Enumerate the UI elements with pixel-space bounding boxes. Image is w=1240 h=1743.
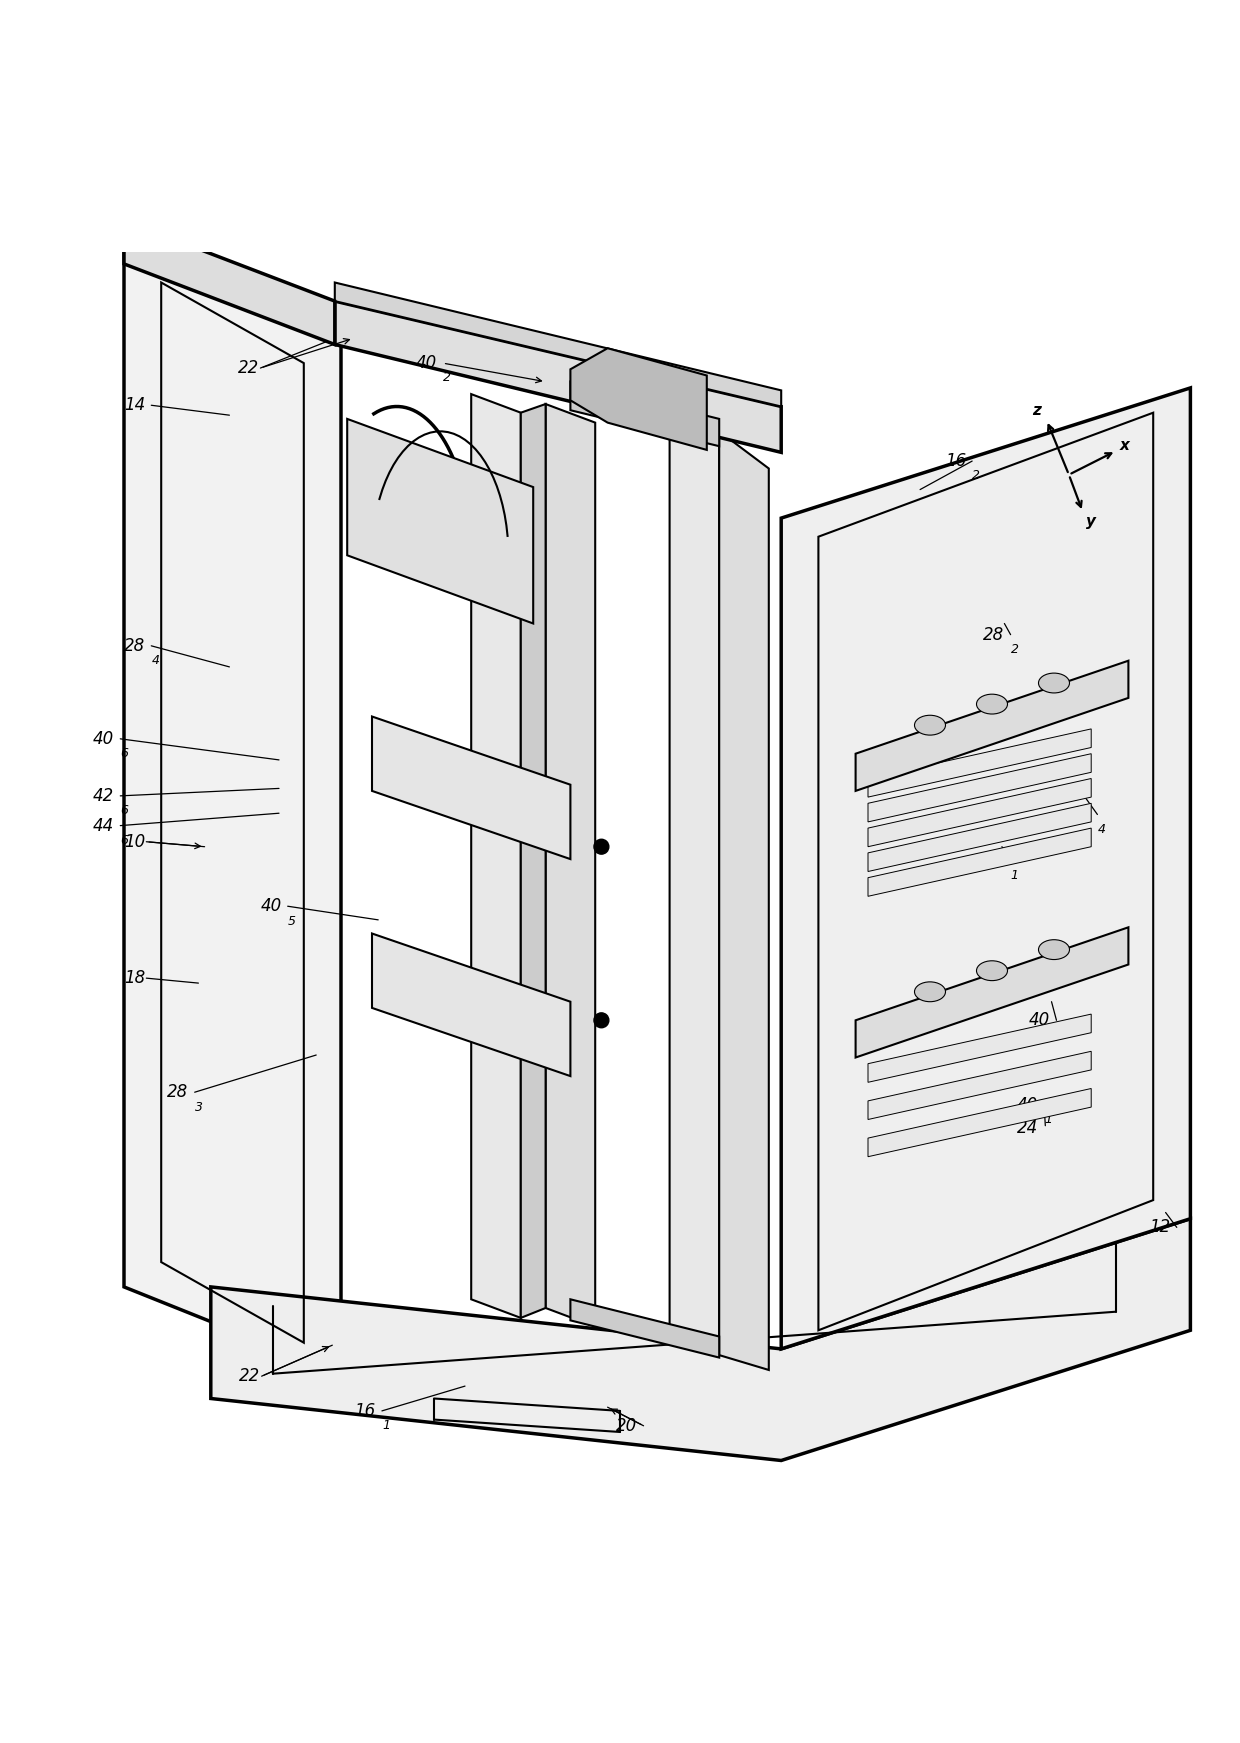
Text: 16: 16 [945, 451, 966, 471]
Text: 5: 5 [288, 915, 295, 927]
Circle shape [594, 840, 609, 854]
Polygon shape [868, 1014, 1091, 1082]
Text: 6: 6 [120, 748, 128, 760]
Text: 40: 40 [1017, 1096, 1038, 1114]
Polygon shape [868, 1051, 1091, 1119]
Polygon shape [335, 282, 781, 406]
Text: 1: 1 [1011, 868, 1018, 882]
Polygon shape [521, 404, 546, 1318]
Polygon shape [719, 431, 769, 1370]
Polygon shape [868, 1088, 1091, 1157]
Polygon shape [124, 221, 335, 345]
Ellipse shape [915, 981, 945, 1002]
Polygon shape [868, 828, 1091, 896]
Text: 28: 28 [167, 1082, 188, 1102]
Text: 28: 28 [983, 851, 1004, 870]
Polygon shape [546, 404, 595, 1326]
Text: x: x [1120, 439, 1130, 453]
Circle shape [594, 1013, 609, 1028]
Text: 40: 40 [1070, 805, 1091, 823]
Text: 18: 18 [124, 969, 145, 987]
Text: z: z [1032, 403, 1042, 418]
Ellipse shape [1039, 673, 1069, 694]
Text: 44: 44 [93, 817, 114, 835]
Ellipse shape [977, 960, 1007, 981]
Polygon shape [670, 413, 719, 1354]
Polygon shape [781, 389, 1190, 1349]
Polygon shape [570, 349, 707, 450]
Text: 4: 4 [1097, 823, 1105, 837]
Text: 40: 40 [260, 898, 281, 915]
Text: 20: 20 [616, 1417, 637, 1434]
Text: 1: 1 [382, 1419, 389, 1433]
Text: 22: 22 [239, 1367, 260, 1386]
Text: 2: 2 [443, 371, 450, 385]
Text: 14: 14 [124, 396, 145, 415]
Text: 28: 28 [983, 626, 1004, 643]
Text: 40: 40 [415, 354, 436, 371]
Polygon shape [347, 418, 533, 624]
Polygon shape [335, 302, 781, 453]
Text: 10: 10 [124, 833, 145, 851]
Ellipse shape [1039, 939, 1069, 960]
Polygon shape [868, 729, 1091, 797]
Text: 26: 26 [599, 376, 620, 394]
Polygon shape [856, 927, 1128, 1058]
Text: 42: 42 [93, 786, 114, 805]
Text: y: y [1086, 514, 1096, 530]
Text: 2: 2 [972, 469, 980, 483]
Polygon shape [372, 934, 570, 1075]
Polygon shape [570, 382, 719, 446]
Ellipse shape [915, 715, 945, 736]
Text: 40: 40 [1029, 1011, 1050, 1030]
Text: 6: 6 [120, 833, 128, 847]
Text: 24: 24 [1017, 1119, 1038, 1136]
Polygon shape [868, 779, 1091, 847]
Polygon shape [868, 804, 1091, 872]
Polygon shape [868, 753, 1091, 823]
Polygon shape [372, 716, 570, 859]
Text: 16: 16 [355, 1401, 376, 1421]
Text: 28: 28 [124, 636, 145, 655]
Polygon shape [211, 1218, 1190, 1461]
Polygon shape [471, 394, 521, 1318]
Text: 12: 12 [1149, 1218, 1171, 1236]
Polygon shape [856, 661, 1128, 791]
Text: 3: 3 [1056, 1028, 1064, 1042]
Polygon shape [124, 251, 341, 1373]
Text: 40: 40 [93, 730, 114, 748]
Text: 3: 3 [195, 1100, 202, 1114]
Text: 1: 1 [1044, 1114, 1052, 1126]
Text: 22: 22 [238, 359, 259, 376]
Text: 2: 2 [1011, 643, 1018, 655]
Ellipse shape [977, 694, 1007, 715]
Text: 4: 4 [151, 654, 159, 668]
Text: 6: 6 [120, 804, 128, 817]
Polygon shape [570, 1299, 719, 1358]
